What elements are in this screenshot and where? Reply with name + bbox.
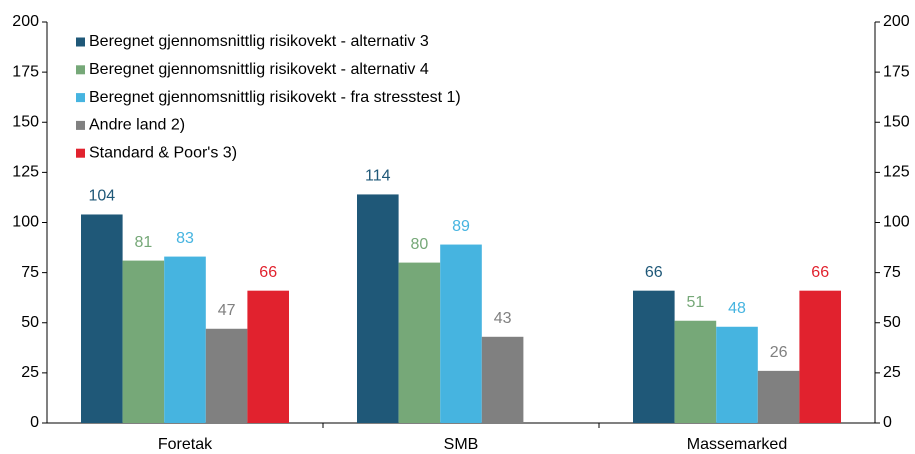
x-tick-label: SMB [444, 436, 479, 453]
y2-tick-label: 175 [883, 63, 910, 80]
bar [122, 260, 165, 423]
bar [357, 194, 399, 423]
data-label: 47 [218, 302, 236, 319]
y-tick-label: 50 [21, 314, 39, 331]
bar [757, 370, 800, 423]
y-tick-label: 200 [12, 13, 39, 30]
data-label: 104 [88, 188, 115, 205]
legend-swatch [76, 120, 85, 130]
data-label: 66 [811, 264, 829, 281]
legend-label: Andre land 2) [89, 117, 185, 134]
legend-swatch [76, 65, 85, 75]
bar [81, 214, 123, 423]
data-label: 43 [494, 310, 512, 327]
legend-label: Beregnet gjennomsnittlig risikovekt - al… [89, 61, 429, 78]
y-tick-label: 75 [21, 264, 39, 281]
y2-tick-label: 125 [883, 164, 910, 181]
bar [633, 290, 675, 423]
x-tick-label: Massemarked [687, 436, 787, 453]
y-tick-label: 175 [12, 63, 39, 80]
y-tick-label: 125 [12, 164, 39, 181]
legend-swatch [76, 148, 85, 158]
x-tick-label: Foretak [158, 436, 213, 453]
y2-tick-label: 100 [883, 214, 910, 231]
bar [481, 336, 524, 423]
bar [716, 326, 758, 423]
bar [205, 328, 248, 423]
y2-tick-label: 25 [883, 364, 901, 381]
data-label: 48 [728, 300, 746, 317]
y2-tick-label: 150 [883, 113, 910, 130]
data-label: 114 [365, 168, 391, 185]
data-label: 26 [770, 344, 788, 361]
bar [799, 290, 841, 423]
data-label: 89 [452, 218, 470, 235]
bar [398, 262, 441, 423]
bar [247, 290, 289, 423]
y-tick-label: 150 [12, 113, 39, 130]
data-label: 66 [645, 264, 663, 281]
data-label: 80 [411, 236, 429, 253]
y2-tick-label: 75 [883, 264, 901, 281]
legend-swatch [76, 37, 85, 47]
legend-swatch [76, 93, 85, 103]
bar [164, 256, 206, 423]
data-label: 83 [176, 230, 194, 247]
data-label: 66 [259, 264, 277, 281]
bar [440, 244, 482, 423]
legend-label: Beregnet gjennomsnittlig risikovekt - fr… [89, 89, 461, 106]
legend-label: Standard & Poor's 3) [89, 144, 237, 161]
data-label: 51 [687, 294, 705, 311]
legend-label: Beregnet gjennomsnittlig risikovekt - al… [89, 33, 429, 50]
y-tick-label: 0 [30, 414, 39, 431]
y-tick-label: 100 [12, 214, 39, 231]
y2-tick-label: 0 [883, 414, 892, 431]
y-tick-label: 25 [21, 364, 39, 381]
y2-tick-label: 200 [883, 13, 910, 30]
bar [674, 320, 717, 423]
data-label: 81 [135, 234, 153, 251]
y2-tick-label: 50 [883, 314, 901, 331]
